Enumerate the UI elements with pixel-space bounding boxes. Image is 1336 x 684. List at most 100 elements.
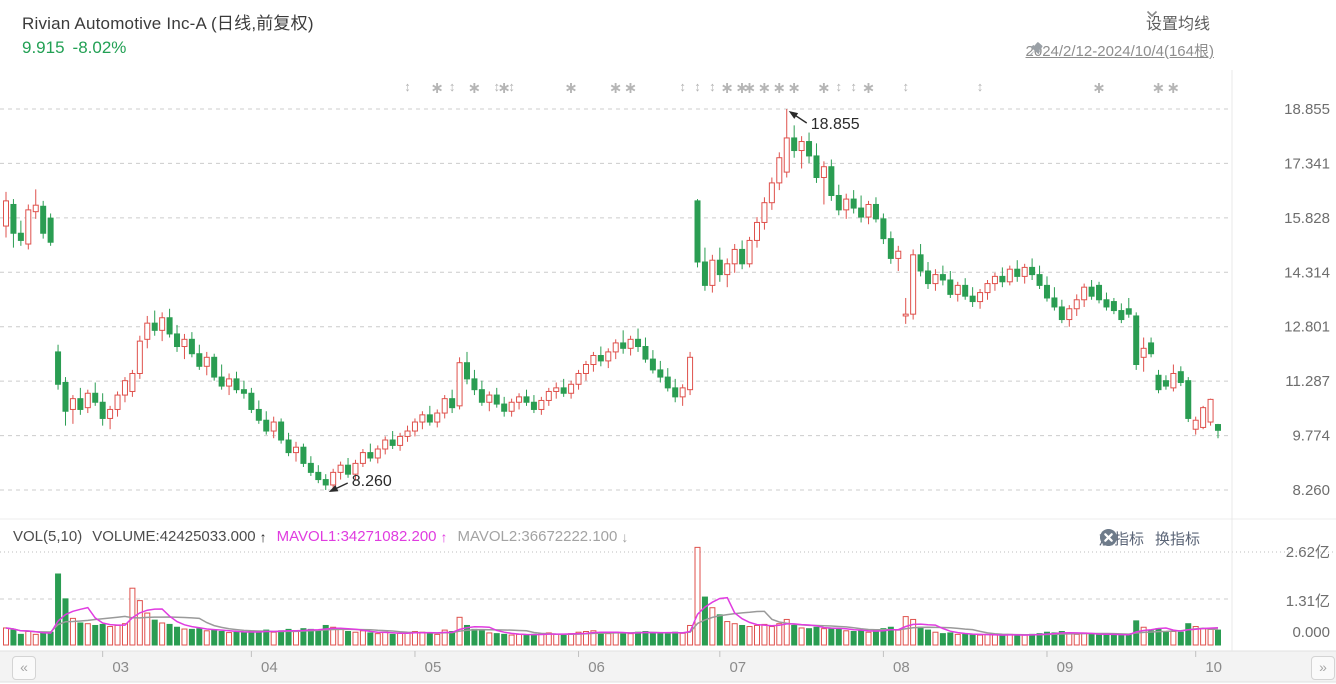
candle <box>969 295 976 303</box>
ma-settings-button[interactable]: 设置均线 <box>1146 10 1210 34</box>
star-marker-icon[interactable]: ∗ <box>773 80 786 97</box>
candle <box>367 452 374 459</box>
volume-bar <box>226 632 233 646</box>
candle <box>806 141 813 157</box>
updown-arrows-marker-icon[interactable]: ↕ <box>404 79 411 94</box>
date-range-link[interactable]: 2024/2/12-2024/10/4(164根) <box>1025 43 1214 60</box>
volume-bar <box>84 623 91 646</box>
star-marker-icon[interactable]: ∗ <box>564 80 577 97</box>
updown-arrows-marker-icon[interactable]: ↕ <box>449 79 456 94</box>
volume-bar <box>345 631 352 646</box>
candle <box>449 398 456 409</box>
volume-bar <box>545 632 552 646</box>
updown-arrows-marker-icon[interactable]: ↕ <box>902 79 909 94</box>
candle <box>77 398 84 410</box>
candle <box>1073 299 1080 310</box>
candle <box>1170 372 1177 389</box>
star-marker-icon[interactable]: ∗ <box>624 80 637 97</box>
volume-bar <box>144 612 151 646</box>
price-axis-label: 15.828 <box>1284 210 1330 227</box>
mavol2-down-arrow-icon: ↓ <box>621 528 629 545</box>
star-marker-icon[interactable]: ∗ <box>721 80 734 97</box>
volume-bar <box>694 546 701 646</box>
star-marker-icon[interactable]: ∗ <box>758 80 771 97</box>
volume-bar <box>1177 631 1184 646</box>
candle <box>359 452 366 464</box>
star-marker-icon[interactable]: ∗ <box>862 80 875 97</box>
star-marker-icon[interactable]: ∗ <box>787 80 800 97</box>
star-marker-icon[interactable]: ∗ <box>431 80 444 97</box>
volume-bar <box>969 634 976 646</box>
star-marker-icon[interactable]: ∗ <box>817 80 830 97</box>
star-marker-icon[interactable]: ∗ <box>743 80 756 97</box>
mavol1-up-arrow-icon: ↑ <box>440 528 448 545</box>
candle <box>843 198 850 211</box>
updown-arrows-marker-icon[interactable]: ↕ <box>694 79 701 94</box>
candle <box>1088 286 1095 297</box>
updown-arrows-marker-icon[interactable]: ↕ <box>709 79 716 94</box>
volume-bar <box>627 633 634 646</box>
candle <box>471 378 478 391</box>
volume-bar <box>449 631 456 646</box>
volume-bar <box>872 629 879 646</box>
updown-arrows-marker-icon[interactable]: ↕ <box>836 79 843 94</box>
volume-axis-label: 2.62亿 <box>1286 544 1330 561</box>
volume-bar <box>1192 626 1199 646</box>
star-marker-icon[interactable]: ∗ <box>1092 80 1105 97</box>
volume-bar <box>159 622 166 646</box>
volume-bar <box>783 618 790 646</box>
candle <box>315 471 322 481</box>
volume-bar <box>188 628 195 646</box>
updown-arrows-marker-icon[interactable]: ↕ <box>850 79 857 94</box>
candle <box>322 479 329 486</box>
candle <box>263 419 270 432</box>
star-marker-icon[interactable]: ∗ <box>609 80 622 97</box>
pin-icon[interactable] <box>1026 40 1045 59</box>
updown-arrows-marker-icon[interactable]: ↕ <box>508 79 515 94</box>
updown-arrows-marker-icon[interactable]: ↕ <box>679 79 686 94</box>
star-marker-icon[interactable]: ∗ <box>497 80 510 97</box>
candle <box>954 284 961 295</box>
volume-bar <box>865 631 872 646</box>
candle <box>1110 301 1117 312</box>
star-marker-icon[interactable]: ∗ <box>1167 80 1180 97</box>
candle <box>1014 268 1021 277</box>
candle <box>240 389 247 394</box>
month-labels: 03 04 05 06 07 08 09 10 <box>102 651 1222 676</box>
volume-bar <box>642 631 649 646</box>
volume-bar <box>977 634 984 646</box>
volume-bar <box>411 631 418 646</box>
candle <box>753 221 760 241</box>
candle <box>1200 407 1207 428</box>
volume-bar <box>806 628 813 646</box>
updown-arrows-marker-icon[interactable]: ↕ <box>977 79 984 94</box>
symbol-title: Rivian Automotive Inc-A (日线,前复权) <box>22 14 314 33</box>
candle <box>203 356 210 367</box>
candle <box>798 141 805 152</box>
volume-bar <box>315 629 322 646</box>
volume-bar <box>709 607 716 646</box>
volume-bar <box>1081 632 1088 646</box>
volume-bar <box>991 634 998 646</box>
scroll-right-button[interactable]: » <box>1311 656 1335 680</box>
month-label: 04 <box>261 659 278 676</box>
candle <box>389 439 396 446</box>
candle <box>620 342 627 349</box>
month-label: 10 <box>1205 659 1222 676</box>
low-price-label: 8.260 <box>352 473 392 490</box>
star-marker-icon[interactable]: ∗ <box>1152 80 1165 97</box>
candle <box>1081 286 1088 301</box>
volume-bar <box>441 629 448 646</box>
volume-bar <box>687 624 694 646</box>
switch-indicator-button[interactable]: 换指标 <box>1154 531 1200 548</box>
star-marker-icon[interactable]: ∗ <box>735 80 748 97</box>
volume-bar <box>114 624 121 646</box>
candle <box>107 408 114 419</box>
star-marker-icon[interactable]: ∗ <box>468 80 481 97</box>
candle <box>642 346 649 360</box>
volume-bar <box>925 629 932 646</box>
scroll-left-button[interactable]: « <box>12 656 36 680</box>
updown-arrows-marker-icon[interactable]: ↕ <box>493 79 500 94</box>
